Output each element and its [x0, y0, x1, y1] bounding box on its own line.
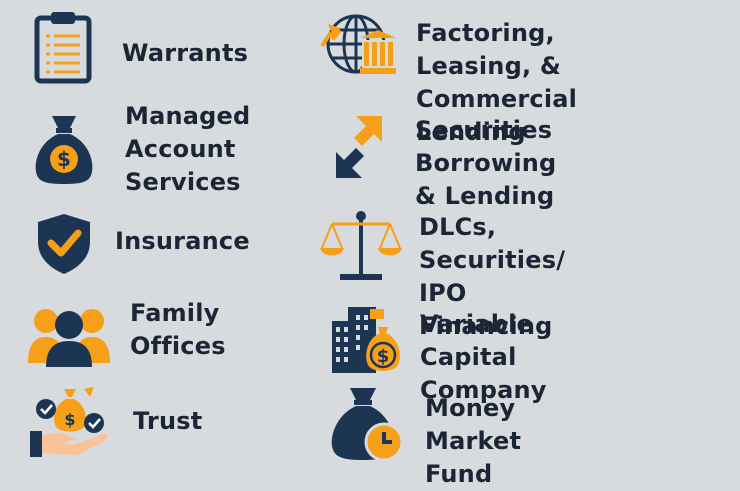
balance-scale-icon: [320, 211, 402, 280]
service-label-warrants: Warrants: [122, 39, 249, 67]
service-label-variable-capital: Variable Capital Company: [420, 310, 547, 404]
service-label-trust: Trust: [133, 407, 203, 435]
exchange-arrows-icon: [336, 116, 382, 178]
people-icon: [28, 309, 110, 367]
service-label-factoring-leasing: Factoring, Leasing, & Commercial Lending: [416, 19, 578, 146]
service-label-family-offices: Family Offices: [130, 299, 226, 360]
svg-text:$: $: [377, 346, 390, 367]
money-bag-icon: $: [35, 116, 93, 184]
hand-money-icon: $: [30, 387, 108, 457]
service-label-money-market-fund: Money Market Fund: [425, 394, 522, 488]
svg-text:$: $: [64, 410, 75, 429]
service-label-dlcs-ipo: DLCs, Securities/ IPO Financing: [419, 213, 566, 340]
money-bag-clock-icon: [331, 388, 404, 462]
svg-text:$: $: [57, 147, 71, 171]
clipboard-icon: [34, 12, 92, 84]
service-label-securities-borrowing: Securities Borrowing & Lending: [415, 116, 557, 210]
globe-bank-icon: [320, 14, 396, 74]
building-money-icon: $: [332, 307, 400, 373]
service-label-insurance: Insurance: [115, 227, 250, 255]
service-label-managed-account-services: Managed Account Services: [125, 102, 251, 196]
shield-check-icon: [38, 214, 90, 274]
